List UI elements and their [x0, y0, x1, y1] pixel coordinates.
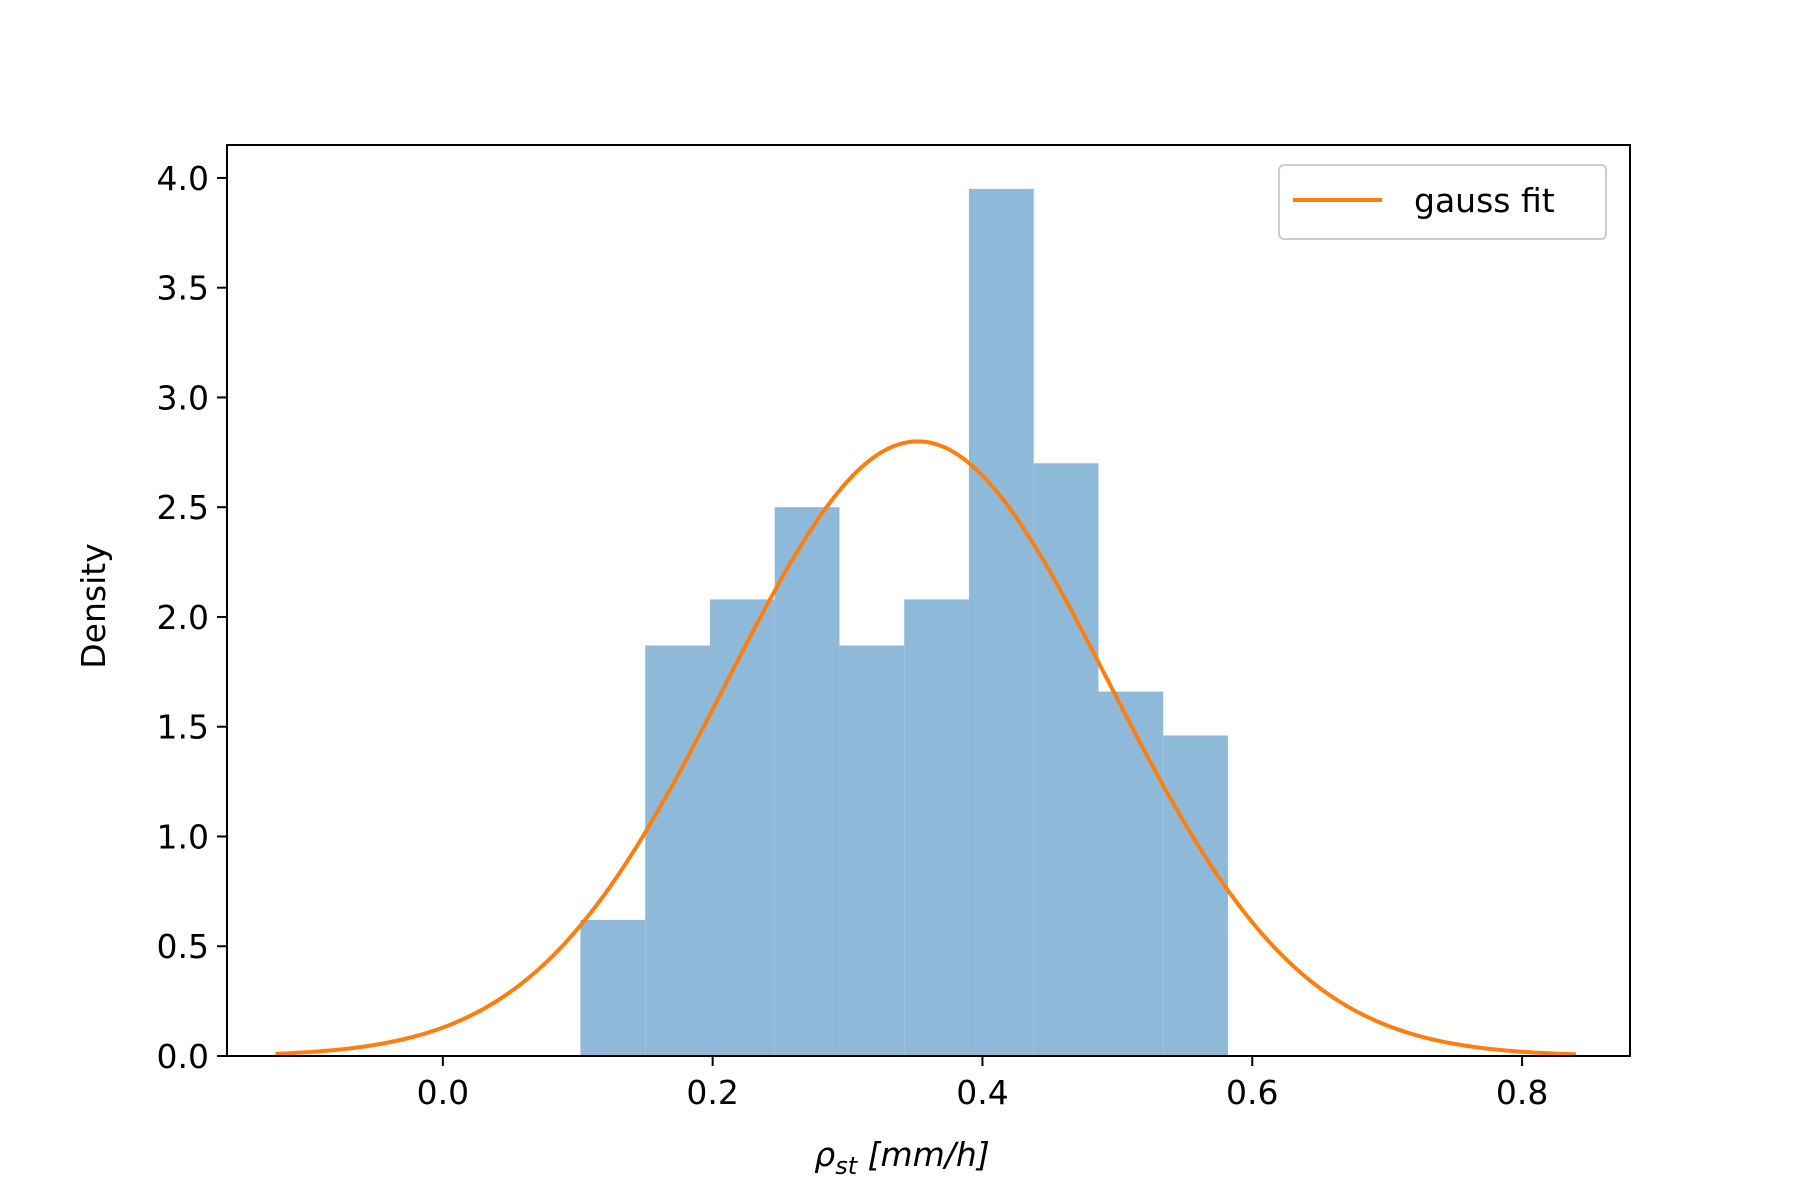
- x-tick-label: 0.2: [686, 1073, 738, 1112]
- y-tick-label: 3.0: [157, 378, 209, 417]
- y-axis-ticks: 0.0 0.5 1.0 1.5 2.0 2.5 3.0 3.5 4.0: [157, 159, 227, 1076]
- histogram-bar: [839, 645, 905, 1056]
- x-axis-label: ρst [mm/h]: [814, 1135, 989, 1180]
- x-axis-label-unit: [mm/h]: [857, 1135, 990, 1174]
- x-axis-ticks: 0.0 0.2 0.4 0.6 0.8: [417, 1056, 1548, 1112]
- y-tick-label: 2.5: [157, 488, 209, 527]
- histogram-bar: [580, 919, 646, 1056]
- gauss-fit-line: [275, 439, 1577, 1057]
- legend-label-gauss-fit: gauss fit: [1414, 181, 1555, 220]
- histogram-bar: [709, 599, 775, 1056]
- y-axis-label: Density: [74, 543, 113, 668]
- y-tick-label: 1.0: [157, 817, 209, 856]
- histogram-bar: [645, 645, 710, 1056]
- y-tick-label: 0.0: [157, 1037, 209, 1076]
- plot-frame: [226, 144, 1631, 1057]
- legend-box: [1278, 164, 1607, 240]
- x-tick-label: 0.6: [1226, 1073, 1278, 1112]
- x-tick-label: 0.8: [1496, 1073, 1548, 1112]
- histogram-bar: [904, 599, 969, 1056]
- x-tick-label: 0.0: [417, 1073, 469, 1112]
- x-axis-label-subscript: st: [835, 1152, 859, 1180]
- y-tick-label: 1.5: [157, 708, 209, 747]
- histogram-bar: [774, 507, 840, 1056]
- x-tick-label: 0.4: [956, 1073, 1008, 1112]
- y-tick-label: 3.5: [157, 269, 209, 308]
- histogram-bars: [580, 188, 1228, 1056]
- y-tick-label: 4.0: [157, 159, 209, 198]
- histogram-bar: [1163, 735, 1228, 1056]
- histogram-bar: [1033, 463, 1099, 1056]
- legend: gauss fit: [1278, 164, 1607, 240]
- x-axis-label-symbol: ρ: [814, 1135, 835, 1174]
- y-tick-label: 2.0: [157, 598, 209, 637]
- y-tick-label: 0.5: [157, 927, 209, 966]
- histogram-bar: [1098, 691, 1164, 1056]
- histogram-bar: [968, 188, 1034, 1056]
